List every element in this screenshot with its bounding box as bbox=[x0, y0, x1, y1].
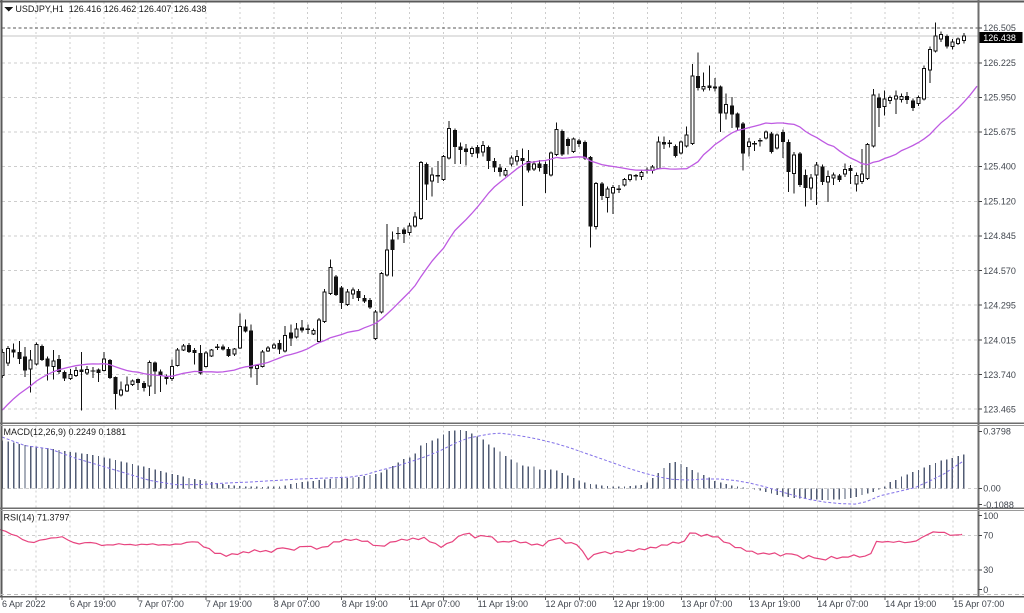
svg-text:13 Apr 19:00: 13 Apr 19:00 bbox=[749, 599, 800, 609]
svg-text:8 Apr 07:00: 8 Apr 07:00 bbox=[274, 599, 320, 609]
svg-text:6 Apr 2022: 6 Apr 2022 bbox=[2, 599, 46, 609]
svg-text:125.400: 125.400 bbox=[983, 162, 1016, 172]
svg-text:RSI(14) 71.3797: RSI(14) 71.3797 bbox=[4, 513, 70, 523]
svg-text:70: 70 bbox=[983, 531, 993, 541]
svg-text:USDJPY,H1 126.416 126.462 126: USDJPY,H1 126.416 126.462 126.407 126.43… bbox=[15, 4, 206, 14]
svg-text:6 Apr 19:00: 6 Apr 19:00 bbox=[70, 599, 116, 609]
svg-text:124.015: 124.015 bbox=[983, 335, 1016, 345]
svg-text:12 Apr 07:00: 12 Apr 07:00 bbox=[546, 599, 597, 609]
svg-text:0.00: 0.00 bbox=[983, 484, 1001, 494]
svg-text:0.3798: 0.3798 bbox=[983, 427, 1011, 437]
svg-text:125.120: 125.120 bbox=[983, 197, 1016, 207]
svg-text:14 Apr 07:00: 14 Apr 07:00 bbox=[817, 599, 868, 609]
svg-text:12 Apr 19:00: 12 Apr 19:00 bbox=[614, 599, 665, 609]
svg-text:126.505: 126.505 bbox=[983, 23, 1016, 33]
svg-text:-0.1088: -0.1088 bbox=[983, 500, 1014, 510]
svg-text:126.225: 126.225 bbox=[983, 58, 1016, 68]
svg-text:126.438: 126.438 bbox=[983, 33, 1016, 43]
svg-text:125.950: 125.950 bbox=[983, 93, 1016, 103]
svg-text:124.570: 124.570 bbox=[983, 266, 1016, 276]
svg-text:7 Apr 07:00: 7 Apr 07:00 bbox=[138, 599, 184, 609]
svg-text:14 Apr 19:00: 14 Apr 19:00 bbox=[885, 599, 936, 609]
svg-text:15 Apr 07:00: 15 Apr 07:00 bbox=[953, 599, 1004, 609]
svg-text:0: 0 bbox=[983, 585, 988, 595]
svg-text:8 Apr 19:00: 8 Apr 19:00 bbox=[342, 599, 388, 609]
svg-text:124.845: 124.845 bbox=[983, 231, 1016, 241]
svg-text:11 Apr 19:00: 11 Apr 19:00 bbox=[478, 599, 528, 609]
svg-text:125.675: 125.675 bbox=[983, 127, 1016, 137]
svg-text:MACD(12,26,9) 0.2249 0.1881: MACD(12,26,9) 0.2249 0.1881 bbox=[4, 427, 127, 437]
svg-text:30: 30 bbox=[983, 565, 993, 575]
svg-text:13 Apr 07:00: 13 Apr 07:00 bbox=[681, 599, 732, 609]
svg-text:7 Apr 19:00: 7 Apr 19:00 bbox=[206, 599, 252, 609]
svg-text:123.465: 123.465 bbox=[983, 404, 1016, 414]
svg-text:124.295: 124.295 bbox=[983, 300, 1016, 310]
svg-text:100: 100 bbox=[983, 511, 998, 521]
svg-text:11 Apr 07:00: 11 Apr 07:00 bbox=[410, 599, 460, 609]
svg-text:123.740: 123.740 bbox=[983, 370, 1016, 380]
